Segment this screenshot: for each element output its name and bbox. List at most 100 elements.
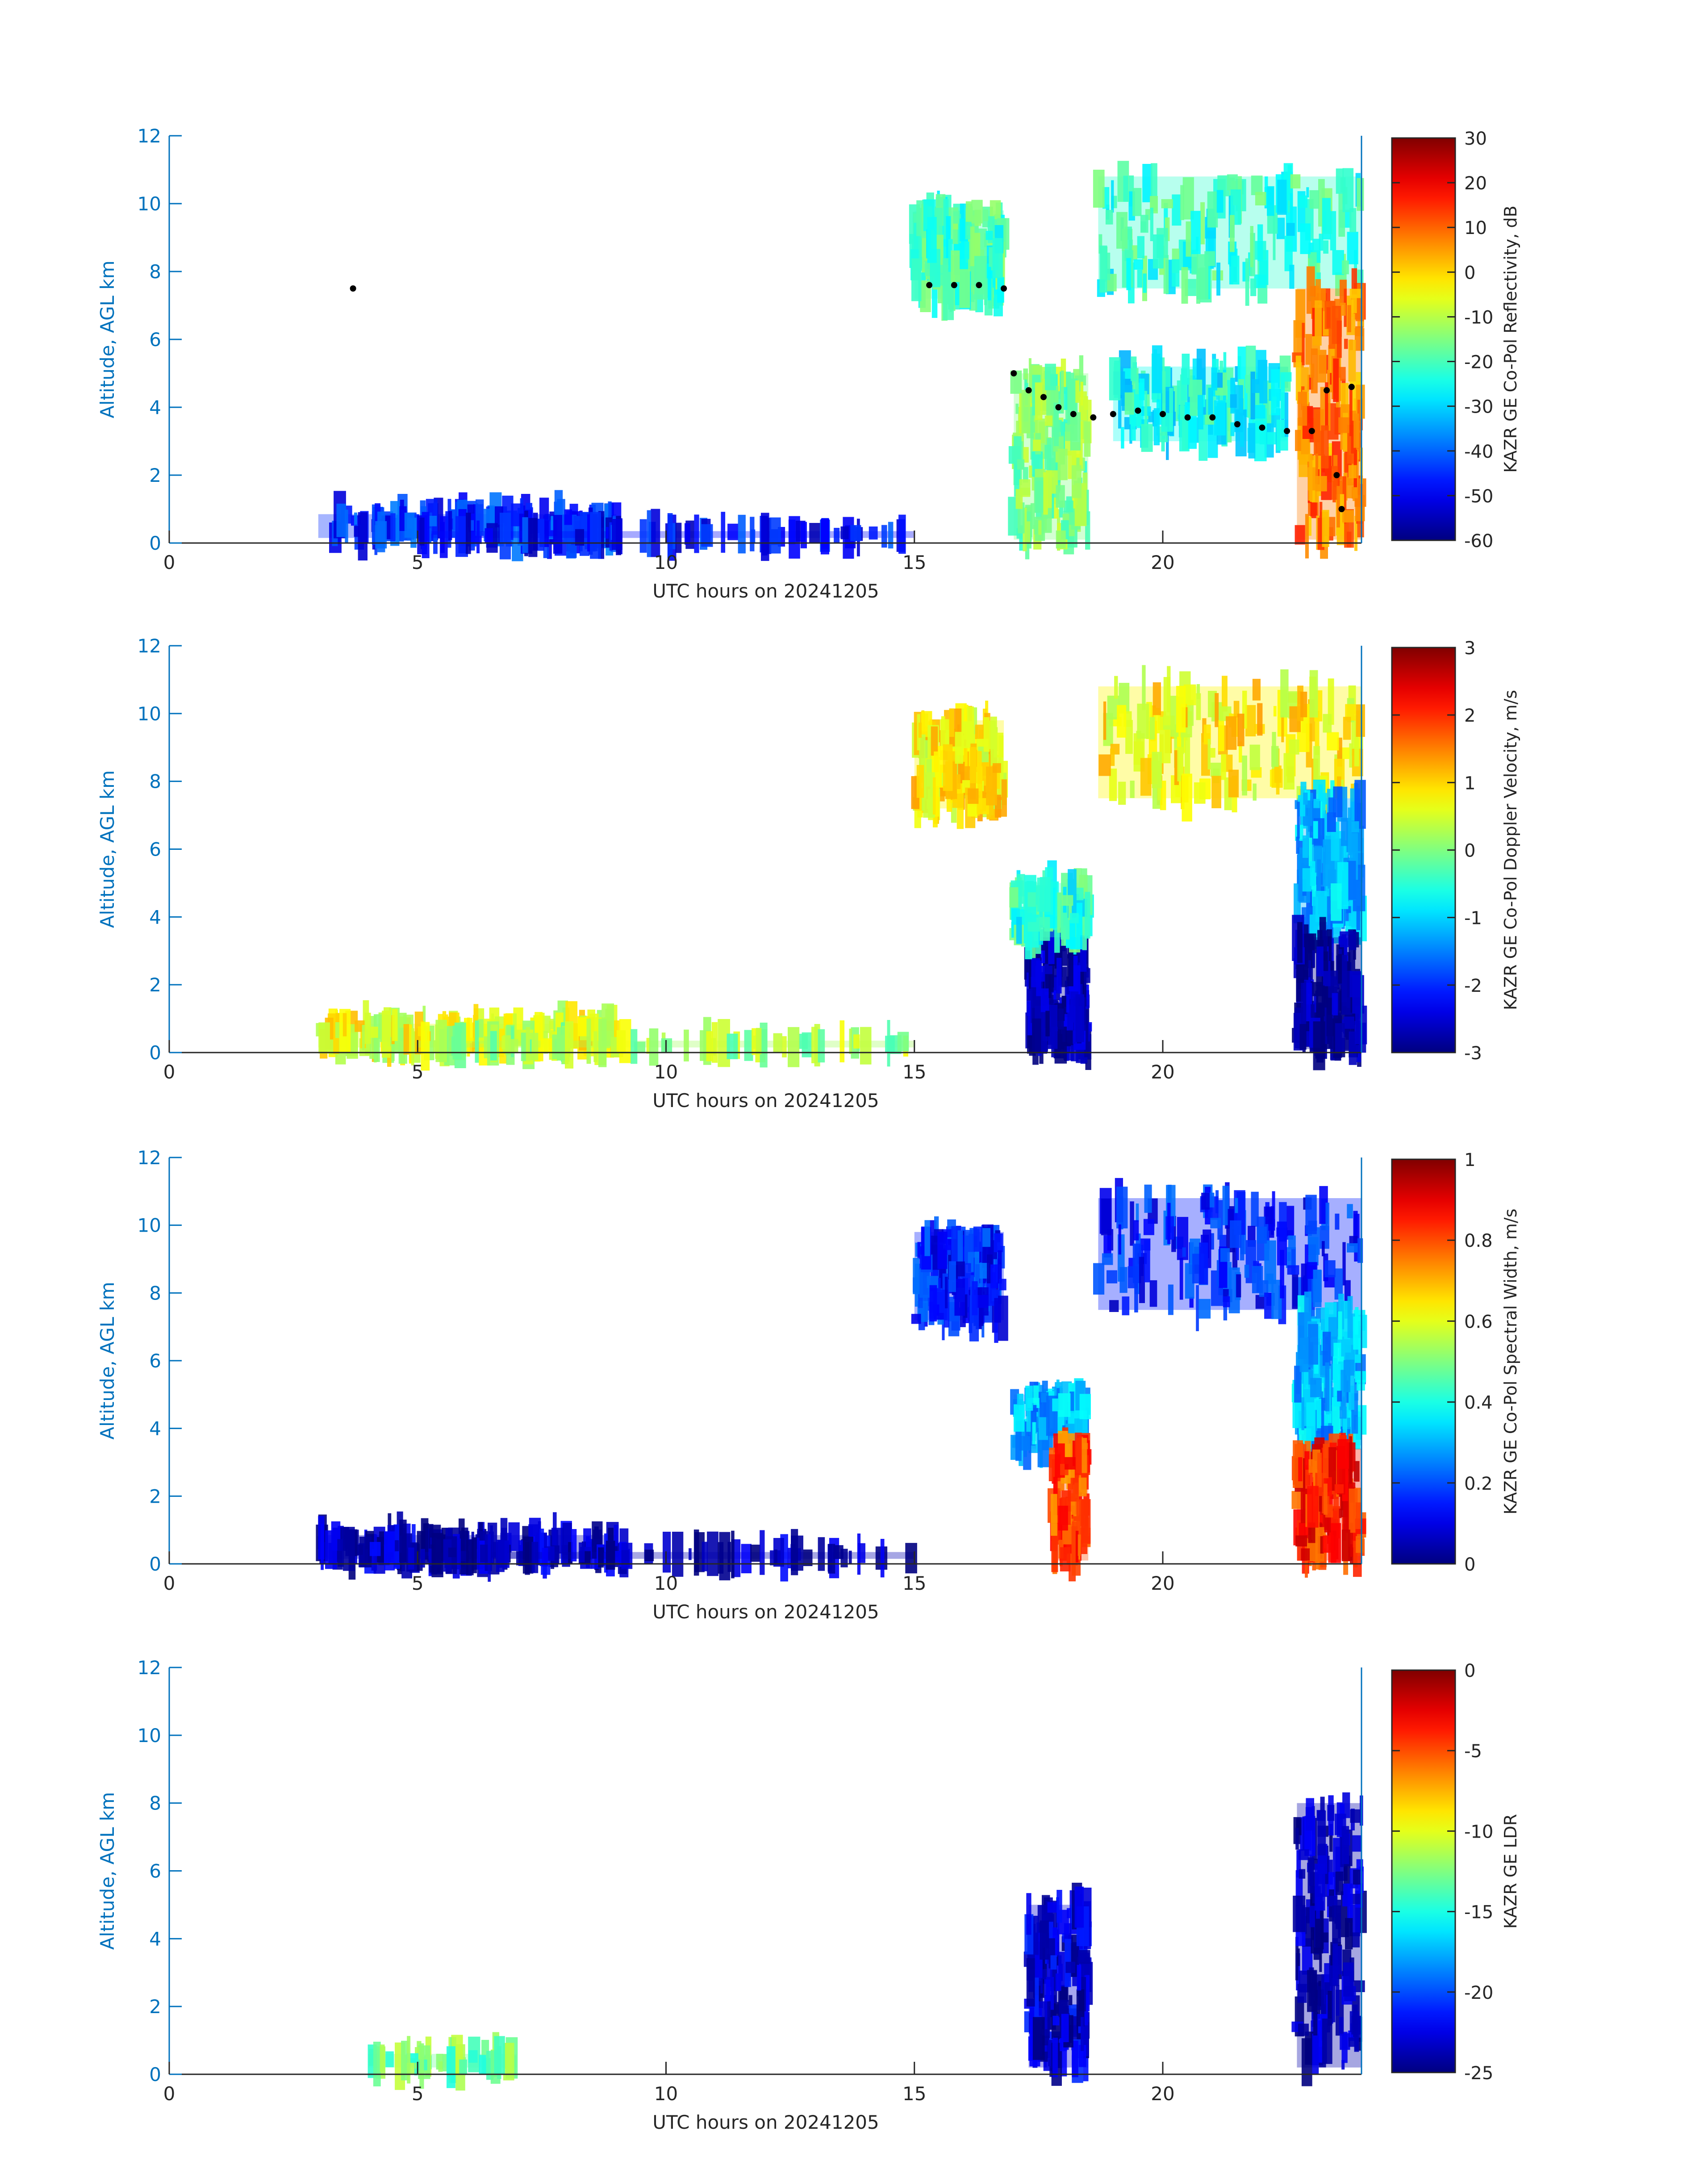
heatmap-cell xyxy=(1271,369,1280,415)
heatmap-cell xyxy=(727,1033,738,1059)
heatmap-cell xyxy=(1248,423,1256,459)
heatmap-cell xyxy=(1326,307,1331,328)
heatmap-cell xyxy=(1070,412,1081,451)
heatmap-cell xyxy=(1237,347,1247,387)
x-tick-label: 20 xyxy=(1151,2083,1174,2105)
heatmap-cell xyxy=(419,2043,424,2089)
heatmap-cell xyxy=(1328,936,1332,977)
heatmap-cell xyxy=(986,231,993,240)
y-tick-label: 0 xyxy=(149,2064,161,2085)
heatmap-cell xyxy=(1335,1872,1344,1895)
heatmap-cell xyxy=(579,1542,585,1563)
heatmap-cell xyxy=(1070,1493,1075,1515)
heatmap-cell xyxy=(1349,387,1353,436)
heatmap-cell xyxy=(1338,1311,1342,1340)
heatmap-cell xyxy=(1131,356,1137,381)
heatmap-cell xyxy=(1293,1896,1306,1932)
y-tick-label: 0 xyxy=(149,1042,161,1064)
heatmap-cell xyxy=(321,1523,324,1570)
heatmap-cell xyxy=(1085,511,1090,550)
y-tick-label: 8 xyxy=(149,1282,161,1304)
heatmap-cell xyxy=(1316,985,1325,1016)
heatmap-cell xyxy=(1333,1838,1341,1877)
colorbar-label: KAZR GE Co-Pol Spectral Width, m/s xyxy=(1501,1208,1520,1514)
heatmap-cell xyxy=(1310,1378,1322,1397)
heatmap-cell xyxy=(963,1294,968,1318)
heatmap-cell xyxy=(933,777,936,815)
heatmap-cell xyxy=(1277,180,1287,215)
heatmap-cell xyxy=(1056,485,1065,508)
cloud-base-marker xyxy=(1135,407,1141,414)
heatmap-cell xyxy=(1030,503,1035,529)
heatmap-cell xyxy=(951,250,960,282)
heatmap-cell xyxy=(1214,400,1226,436)
heatmap-cell xyxy=(466,1539,474,1575)
heatmap-cell xyxy=(1242,690,1247,729)
heatmap-cell xyxy=(1276,217,1285,239)
cloud-base-marker xyxy=(1055,404,1062,410)
heatmap-cell xyxy=(800,522,807,548)
heatmap-cell xyxy=(565,1021,574,1069)
heatmap-cell xyxy=(1349,931,1357,950)
y-tick-label: 10 xyxy=(138,703,161,725)
heatmap-cell xyxy=(1336,486,1340,528)
heatmap-cell xyxy=(409,1024,412,1064)
heatmap-cell xyxy=(1317,1810,1326,1855)
heatmap-cell xyxy=(1124,392,1134,415)
heatmap-cell xyxy=(727,523,739,540)
cloud-base-markers xyxy=(350,282,1355,512)
heatmap-cell xyxy=(1162,371,1166,413)
heatmap-cell xyxy=(1334,1268,1343,1300)
heatmap-cell xyxy=(479,2055,486,2074)
heatmap-cell xyxy=(1249,744,1260,770)
heatmap-cell xyxy=(1199,1242,1208,1285)
heatmap-cell xyxy=(1308,242,1314,259)
heatmap-cell xyxy=(1309,670,1318,718)
heatmap-cell xyxy=(1317,1453,1322,1488)
heatmap-cell xyxy=(646,1038,651,1054)
heatmap-cell xyxy=(1239,741,1242,763)
heatmap-cell xyxy=(1289,264,1295,289)
heatmap-cell xyxy=(839,1020,845,1062)
heatmap-cell xyxy=(1315,710,1320,755)
heatmap-cell xyxy=(1354,738,1359,767)
heatmap-cell xyxy=(1014,436,1022,465)
heatmap-cell xyxy=(1207,739,1211,770)
heatmap-cell xyxy=(1299,1337,1309,1372)
heatmap-cell xyxy=(1079,1394,1091,1420)
heatmap-cell xyxy=(1310,861,1315,886)
heatmap-cell xyxy=(774,1549,777,1564)
heatmap-cell xyxy=(1057,957,1062,994)
heatmap-cell xyxy=(551,516,554,531)
heatmap-cell xyxy=(1333,786,1343,818)
heatmap-cell xyxy=(419,518,425,546)
heatmap-cell xyxy=(1026,1958,1035,2007)
heatmap-cell xyxy=(1298,1849,1309,1860)
heatmap-cell xyxy=(916,765,924,798)
heatmap-cell xyxy=(1289,739,1299,755)
heatmap-cell xyxy=(1099,245,1107,293)
heatmap-cell xyxy=(943,744,953,791)
heatmap-cell xyxy=(849,1028,852,1054)
heatmap-cell xyxy=(1327,1015,1333,1049)
heatmap-cell xyxy=(1027,1001,1033,1036)
heatmap-cell xyxy=(438,2061,443,2072)
heatmap-cell xyxy=(975,1264,980,1287)
heatmap-cell xyxy=(1290,193,1293,232)
heatmap-cell xyxy=(1347,1204,1353,1219)
heatmap-cell xyxy=(948,239,953,272)
heatmap-cell xyxy=(354,512,357,536)
heatmap-cell xyxy=(1040,877,1051,912)
heatmap-cell xyxy=(922,233,927,280)
heatmap-cell xyxy=(1315,476,1327,492)
heatmap-cell xyxy=(1161,199,1173,209)
x-tick-label: 5 xyxy=(412,1061,424,1083)
heatmap-cell xyxy=(1021,390,1031,434)
heatmap-cell xyxy=(977,751,982,784)
heatmap-cell xyxy=(1130,414,1136,441)
heatmap-cell xyxy=(553,1512,557,1559)
cloud-base-marker xyxy=(1338,506,1345,512)
heatmap-cell xyxy=(1038,520,1042,535)
colorbar xyxy=(1391,1669,1456,2073)
